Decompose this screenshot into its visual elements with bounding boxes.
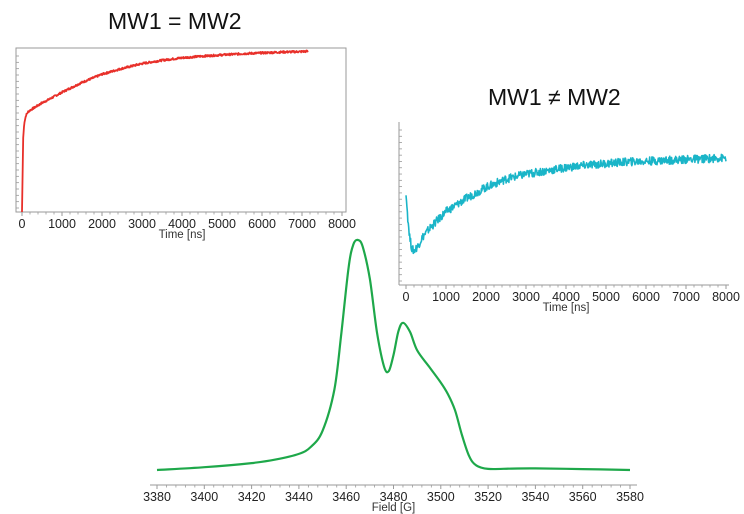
chart-3: 3380 3400 3420 3440 3460 3480 3500 3520 3540 3560… <box>143 238 644 514</box>
x-tick-label: 3420 <box>238 490 266 504</box>
series-line <box>21 49 309 213</box>
x-tick-label: 0 <box>19 217 26 231</box>
x-tick-label: 3000 <box>128 217 156 231</box>
series-line <box>405 153 727 255</box>
x-axis-label: Time [ns] <box>159 229 206 241</box>
chart-1-title: MW1 = MW2 <box>108 8 242 34</box>
x-tick-label: 3380 <box>143 490 171 504</box>
x-tick-label: 0 <box>403 290 410 304</box>
x-tick-label: 1000 <box>432 290 460 304</box>
x-tick-label: 5000 <box>592 290 620 304</box>
x-tick-label: 2000 <box>88 217 116 231</box>
chart-2-title: MW1 ≠ MW2 <box>488 84 621 110</box>
x-tick-label: 8000 <box>328 217 356 231</box>
x-tick-label: 7000 <box>288 217 316 231</box>
plot-frame <box>15 47 347 213</box>
x-tick-label: 1000 <box>48 217 76 231</box>
chart-2: 0 1000 2000 3000 4000 5000 6000 7000 8000 Time [n… <box>398 122 740 314</box>
x-tick-label: 3540 <box>521 490 549 504</box>
x-tick-label: 4000 <box>552 290 580 304</box>
x-tick-label: 3400 <box>190 490 218 504</box>
x-tick-label: 3440 <box>285 490 313 504</box>
x-axis-label: Field [G] <box>372 502 415 514</box>
x-tick-label: 5000 <box>208 217 236 231</box>
x-tick-label: 3520 <box>474 490 502 504</box>
x-tick-label: 3500 <box>427 490 455 504</box>
x-axis-label: Time [ns] <box>543 302 590 314</box>
x-tick-label: 2000 <box>472 290 500 304</box>
x-tick-label: 3580 <box>616 490 644 504</box>
x-tick-label: 3480 <box>380 490 408 504</box>
x-tick-label: 6000 <box>248 217 276 231</box>
series-line <box>156 238 631 472</box>
x-tick-label: 3000 <box>512 290 540 304</box>
x-tick-label: 3560 <box>569 490 597 504</box>
x-tick-label: 6000 <box>632 290 660 304</box>
x-tick-label: 3460 <box>332 490 360 504</box>
x-tick-label: 7000 <box>672 290 700 304</box>
chart-1: 0 1000 2000 3000 4000 5000 6000 7000 8000 Time [n… <box>15 47 356 241</box>
x-tick-label: 4000 <box>168 217 196 231</box>
x-tick-label: 8000 <box>712 290 740 304</box>
